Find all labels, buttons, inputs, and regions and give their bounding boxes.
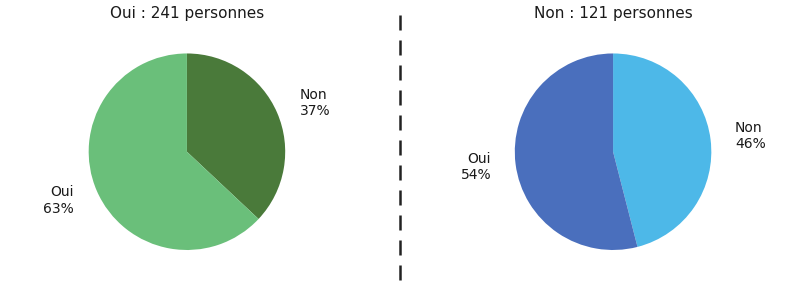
Wedge shape — [89, 53, 258, 250]
Title: Oui : 241 personnes: Oui : 241 personnes — [110, 6, 264, 21]
Wedge shape — [515, 53, 638, 250]
Title: Non : 121 personnes: Non : 121 personnes — [534, 6, 693, 21]
Text: Oui
63%: Oui 63% — [43, 186, 74, 216]
Wedge shape — [187, 53, 285, 219]
Text: Oui
54%: Oui 54% — [461, 152, 491, 182]
Wedge shape — [613, 53, 711, 247]
Text: Non
46%: Non 46% — [735, 121, 766, 151]
Text: Non
37%: Non 37% — [300, 88, 330, 118]
